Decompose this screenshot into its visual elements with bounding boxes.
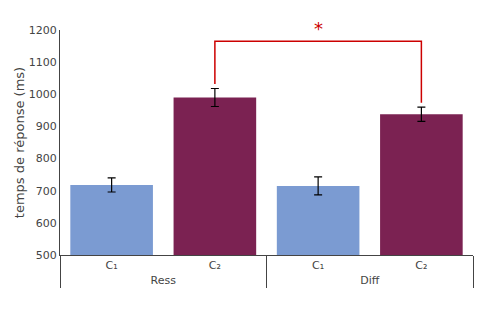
svg-text:600: 600 — [36, 217, 57, 230]
svg-text:900: 900 — [36, 120, 57, 133]
svg-text:1100: 1100 — [29, 56, 57, 69]
svg-text:Diff: Diff — [360, 274, 380, 287]
svg-text:C₂: C₂ — [415, 259, 427, 272]
svg-text:temps de réponse (ms): temps de réponse (ms) — [12, 67, 27, 218]
svg-text:*: * — [314, 18, 323, 39]
svg-text:1000: 1000 — [29, 88, 57, 101]
svg-text:C₁: C₁ — [106, 259, 118, 272]
svg-text:500: 500 — [36, 249, 57, 262]
svg-text:C₁: C₁ — [312, 259, 324, 272]
svg-text:700: 700 — [36, 185, 57, 198]
svg-text:C₂: C₂ — [209, 259, 221, 272]
svg-text:1200: 1200 — [29, 24, 57, 37]
svg-text:Ress: Ress — [151, 274, 177, 287]
svg-text:800: 800 — [36, 152, 57, 165]
